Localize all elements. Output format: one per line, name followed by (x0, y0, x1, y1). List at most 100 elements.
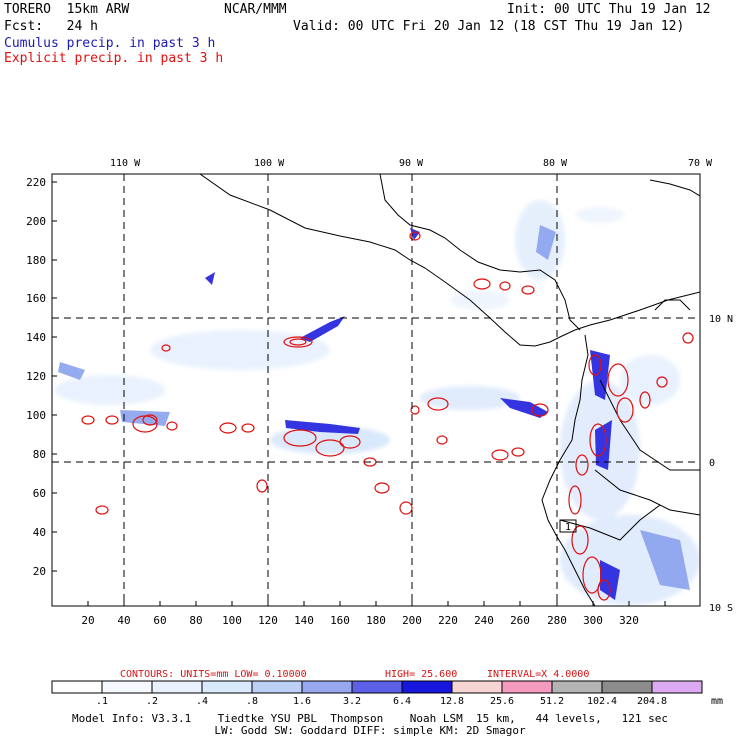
x-tick-label: 60 (153, 614, 166, 627)
explicit-contour (399, 501, 413, 515)
explicit-contour (575, 454, 589, 476)
explicit-contour (511, 447, 525, 457)
explicit-legend: Explicit precip. in past 3 h (4, 51, 224, 66)
contour-high: HIGH= 25.600 (385, 669, 457, 680)
colorbar-swatch (501, 680, 553, 694)
lat-label-10n: 10 N (709, 314, 733, 325)
colorbar-level-label: 204.8 (637, 696, 667, 707)
explicit-contour (410, 405, 420, 415)
island-outline (654, 299, 691, 311)
lat-label-0: 0 (709, 458, 715, 469)
explicit-contour (283, 336, 313, 348)
model-title: TORERO 15km ARW (4, 2, 130, 17)
colorbar-level-label: 12.8 (440, 696, 464, 707)
explicit-contour (427, 397, 449, 411)
colorbar-swatch (351, 680, 403, 694)
x-tick-label: 200 (402, 614, 422, 627)
x-tick-label: 80 (189, 614, 202, 627)
y-tick-label: 220 (26, 176, 46, 189)
coastline-caribbean (379, 174, 581, 331)
colorbar-level-label: 51.2 (540, 696, 564, 707)
light-precip-area (420, 386, 520, 410)
explicit-contour (256, 479, 268, 493)
x-tick-label: 320 (619, 614, 639, 627)
x-tick-label: 260 (510, 614, 530, 627)
explicit-contour (241, 423, 255, 433)
explicit-contour (568, 485, 582, 515)
explicit-contour (571, 525, 589, 555)
lon-label-70w: 70 W (688, 158, 713, 169)
explicit-contour (315, 439, 345, 457)
y-tick-label: 120 (26, 370, 46, 383)
explicit-contour (582, 556, 602, 594)
light-precip-area (620, 355, 680, 405)
explicit-contour (374, 482, 390, 494)
lon-label-80w: 80 W (543, 158, 568, 169)
y-tick-label: 20 (33, 565, 46, 578)
explicit-contour (283, 429, 317, 447)
explicit-contour (105, 415, 119, 425)
heavy-precip-band (205, 272, 215, 285)
x-tick-label: 220 (438, 614, 458, 627)
explicit-contour (81, 415, 95, 425)
x-tick-label: 100 (222, 614, 242, 627)
colorbar-swatch (201, 680, 253, 694)
lon-label-110w: 110 W (110, 158, 141, 169)
colorbar-swatch (51, 680, 103, 694)
moderate-precip-band (58, 362, 85, 380)
explicit-contour (521, 285, 535, 295)
lon-label-90w: 90 W (399, 158, 424, 169)
contour-info: CONTOURS: UNITS=mm LOW= 0.10000 (120, 669, 307, 680)
explicit-contour (588, 354, 602, 376)
light-precip-area (450, 290, 510, 310)
border-inland (594, 469, 700, 516)
explicit-contour (531, 403, 549, 417)
x-axis: 20 40 60 80 100 120 140 160 180 200 220 … (81, 614, 639, 627)
model-info-line1: Model Info: V3.3.1 Tiedtke YSU PBL Thomp… (71, 712, 669, 725)
x-tick-label: 280 (547, 614, 567, 627)
colorbar-swatch (651, 680, 703, 694)
x-tick-label: 240 (474, 614, 494, 627)
colorbar-swatch (301, 680, 353, 694)
explicit-contour (473, 278, 491, 290)
forecast-hour: Fcst: 24 h (4, 19, 98, 34)
location-marker-label: 1 (565, 522, 571, 533)
location-marker-box (559, 519, 577, 533)
explicit-contour (339, 435, 361, 449)
explicit-contour (656, 376, 668, 388)
cumulus-legend: Cumulus precip. in past 3 h (4, 36, 216, 51)
explicit-contour (491, 449, 509, 461)
valid-time: Valid: 00 UTC Fri 20 Jan 12 (18 CST Thu … (293, 19, 685, 34)
explicit-contour (499, 281, 511, 291)
y-tick-label: 180 (26, 254, 46, 267)
heavy-precip-band (285, 420, 360, 434)
explicit-contour (289, 338, 307, 346)
colorbar-level-label: 3.2 (343, 696, 361, 707)
colorbar-swatch (451, 680, 503, 694)
explicit-contour (161, 344, 171, 352)
explicit-contour (639, 391, 651, 409)
explicit-contour (589, 423, 607, 457)
y-tick-label: 40 (33, 526, 46, 539)
y-tick-label: 160 (26, 292, 46, 305)
y-tick-label: 60 (33, 487, 46, 500)
init-time: Init: 00 UTC Thu 19 Jan 12 (507, 2, 711, 17)
explicit-contour (436, 435, 448, 445)
explicit-contour (597, 579, 611, 601)
x-tick-label: 20 (81, 614, 94, 627)
colorbar-level-label: .8 (246, 696, 258, 707)
colorbar-level-label: 6.4 (393, 696, 411, 707)
coastline-mexico (199, 174, 700, 347)
explicit-contour (682, 332, 694, 344)
coastline-southamerica (541, 334, 596, 606)
org-label: NCAR/MMM (224, 2, 287, 17)
heavy-precip-band (595, 420, 612, 470)
light-precip-area (55, 375, 165, 405)
heavy-precip-band (500, 398, 548, 418)
colorbar-swatch (251, 680, 303, 694)
heavy-precip-band (300, 316, 345, 342)
heavy-precip-band (410, 228, 420, 240)
border-inland (559, 504, 661, 541)
y-tick-label: 200 (26, 215, 46, 228)
colorbar-level-label: 1.6 (293, 696, 311, 707)
